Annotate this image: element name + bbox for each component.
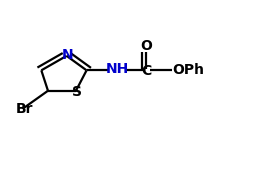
Text: N: N <box>62 48 73 62</box>
Text: C: C <box>141 64 152 78</box>
Text: O: O <box>140 39 153 53</box>
Text: S: S <box>72 85 82 99</box>
Text: Br: Br <box>15 102 33 116</box>
Text: NH: NH <box>105 62 129 76</box>
Text: OPh: OPh <box>172 63 204 77</box>
